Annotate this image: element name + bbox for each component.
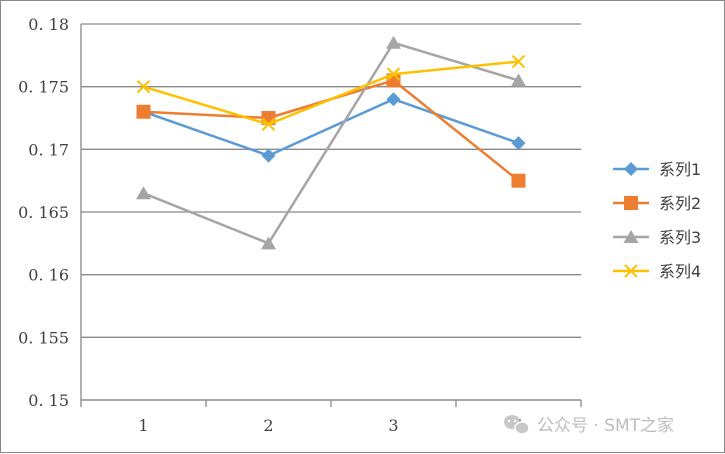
x-tick-label: 3: [388, 416, 398, 435]
series-lines: [136, 35, 526, 250]
gridlines: [81, 23, 581, 401]
y-tick-label: 0. 18: [28, 15, 69, 34]
axes: 0. 15 0. 155 0. 16 0. 165 0. 17 0. 175 0. 18 1 2…: [18, 15, 582, 435]
legend-label: 系列2: [659, 194, 701, 213]
legend-marker: [624, 196, 638, 210]
x-tick-label: 1: [138, 416, 148, 435]
y-tick-label: 0. 17: [28, 140, 69, 159]
y-tick-label: 0. 165: [18, 203, 69, 222]
data-point: [511, 136, 526, 151]
wechat-icon: [504, 415, 530, 435]
legend-marker: [623, 230, 639, 243]
legend-item: 系列2: [613, 194, 701, 213]
legend-label: 系列4: [659, 262, 701, 281]
data-point: [261, 236, 276, 250]
legend-marker: [624, 162, 638, 176]
data-point: [386, 67, 401, 81]
legend-label: 系列1: [659, 160, 701, 179]
legend: 系列1 系列2 系列3 系列4: [613, 160, 701, 281]
data-point: [386, 35, 401, 49]
legend-label: 系列3: [659, 228, 701, 247]
legend-item: 系列3: [613, 228, 701, 247]
data-point: [511, 173, 526, 188]
series-line: [143, 60, 519, 126]
series-4: [136, 54, 526, 131]
y-tick-label: 0. 175: [18, 78, 69, 97]
data-point: [136, 79, 151, 94]
x-tick-label: 2: [263, 416, 273, 435]
y-tick-label: 0. 155: [18, 328, 69, 347]
data-point: [261, 117, 276, 131]
series-line: [143, 41, 519, 245]
y-tick-label: 0. 15: [28, 391, 69, 410]
y-tick-label: 0. 16: [28, 266, 69, 285]
legend-item: 系列1: [613, 160, 701, 179]
legend-marker: [624, 264, 638, 278]
watermark-text: 公众号 · SMT之家: [537, 416, 674, 436]
data-point: [511, 73, 526, 87]
data-point: [511, 54, 526, 69]
data-point: [136, 104, 151, 119]
data-point: [386, 92, 401, 107]
series-3: [136, 35, 526, 250]
watermark: 公众号 · SMT之家: [504, 415, 674, 436]
legend-item: 系列4: [613, 262, 701, 281]
data-point: [261, 148, 276, 163]
series-line: [143, 97, 519, 157]
data-point: [136, 186, 151, 200]
